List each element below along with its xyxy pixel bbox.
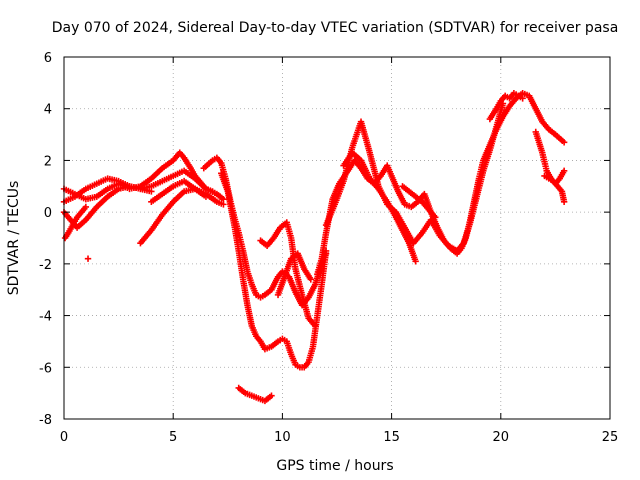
y-tick-label: 0 [44,206,52,221]
series-track-f [148,177,210,205]
data-point [84,255,92,262]
data-point [519,95,526,102]
data-point [560,139,568,146]
chart-title: Day 070 of 2024, Sidereal Day-to-day VTE… [52,20,619,36]
series-track-s [84,255,92,262]
series-track-o [399,183,439,221]
series-track-i [235,384,275,405]
y-tick-label: 6 [44,51,52,66]
series-track-c [60,183,155,231]
y-tick-label: 4 [44,103,52,118]
series-track-k [274,250,314,299]
data-point [220,201,227,208]
x-tick-label: 10 [274,430,291,445]
x-axis-label: GPS time / hours [276,458,393,474]
series-track-d [61,203,90,242]
data-point [311,322,319,330]
data-point [560,198,568,205]
data-points [60,90,568,405]
data-point [560,167,568,174]
data-point [82,203,90,211]
axis-ticks [63,56,611,420]
data-point [432,214,439,221]
x-tick-label: 0 [60,430,68,445]
x-tick-label: 15 [383,430,400,445]
y-tick-label: 2 [44,154,52,169]
series-track-p [486,90,526,123]
y-tick-label: -4 [39,310,52,325]
y-tick-label: -2 [39,258,52,273]
x-tick-label: 20 [493,430,510,445]
data-point [202,193,210,200]
x-tick-label: 25 [602,430,619,445]
x-tick-labels: 0 5 10 15 20 25 [60,430,618,445]
y-tick-label: -6 [39,361,52,376]
series-track-h [218,170,330,371]
y-axis-label: SDTVAR / TECUs [6,181,22,296]
y-tick-labels: -8 -6 -4 -2 0 2 4 6 [39,51,52,428]
plot-frame [63,56,611,420]
y-tick-label: -8 [39,413,52,428]
series-track-r [541,172,568,205]
x-tick-label: 5 [169,430,177,445]
data-point [412,258,419,265]
data-point [307,276,314,283]
data-point [268,392,275,399]
series-track-n [340,149,419,265]
data-point [148,188,155,195]
